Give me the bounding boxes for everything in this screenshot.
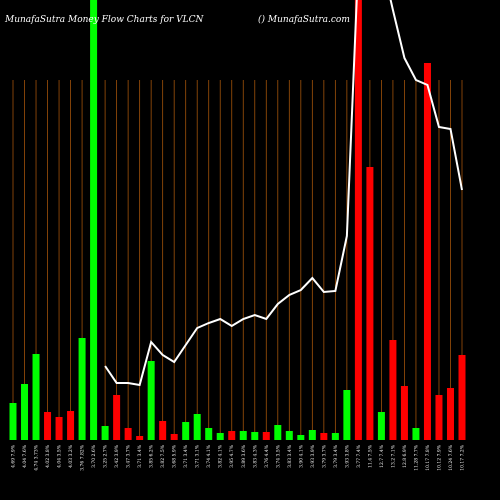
- x-tick-label: 3.83 4.3%: [252, 444, 258, 468]
- bar: [331, 433, 339, 440]
- bar: [423, 63, 431, 440]
- x-tick-label: 4.74 3.73%: [34, 444, 40, 470]
- x-tick-label: 3.76 7.82%: [80, 444, 86, 470]
- x-tick-label: 3.89 3.6%: [241, 444, 247, 468]
- x-tick-label: 3.76 4.4%: [264, 444, 270, 468]
- bar: [297, 435, 305, 440]
- x-tick-label: 3.70 2.6%: [91, 444, 97, 468]
- x-tick-label: 3.74 3.5%: [275, 444, 281, 468]
- bar: [354, 0, 362, 440]
- bar: [239, 431, 247, 440]
- x-tick-label: 3.68 5.9%: [172, 444, 178, 468]
- bar: [101, 426, 109, 440]
- bar: [435, 395, 443, 440]
- x-tick-label: 3.42 3.9%: [114, 444, 120, 468]
- bar: [193, 414, 201, 440]
- bar: [147, 361, 155, 440]
- bar: [400, 386, 408, 440]
- bar: [170, 434, 178, 440]
- x-tick-label: 3.93 3.9%: [310, 444, 316, 468]
- x-tick-label: 3.85 6.2%: [149, 444, 155, 468]
- bar: [377, 412, 385, 440]
- x-tick-label: 3.71 3.4%: [137, 444, 143, 468]
- x-tick-label: 3.47 3.7%: [126, 444, 132, 468]
- bar: [78, 338, 86, 440]
- x-tick-label: 3.77 7.4%: [356, 444, 362, 468]
- bar: [32, 354, 40, 440]
- x-tick-label: 11.28 7.7%: [413, 444, 419, 470]
- bar: [205, 428, 213, 440]
- x-tick-label: 3.71 3.4%: [183, 444, 189, 468]
- bar: [159, 421, 167, 440]
- x-tick-label: 4.03 3.2%: [68, 444, 74, 468]
- x-tick-label: 3.90 4.1%: [298, 444, 304, 468]
- bar: [389, 340, 397, 440]
- x-tick-label: 4.04 7.6%: [22, 444, 28, 468]
- x-tick-label: 3.82 4.1%: [218, 444, 224, 468]
- bar: [251, 432, 259, 440]
- plot-area: [9, 0, 466, 440]
- bar: [412, 428, 420, 440]
- bar: [366, 167, 374, 440]
- bar: [343, 390, 351, 440]
- bar: [458, 355, 466, 440]
- x-tick-label: 10.17 7.8%: [425, 444, 431, 470]
- category-labels: 4.69 7.9% 4.04 7.6% 4.74 3.73% 4.02 3.8% 4.0…: [11, 444, 466, 470]
- bar: [216, 433, 224, 440]
- x-tick-label: 3.25 2.7%: [103, 444, 109, 468]
- x-tick-label: 4.02 3.8%: [45, 444, 51, 468]
- bar: [228, 431, 236, 440]
- bar: [21, 384, 29, 440]
- bar: [55, 417, 63, 440]
- x-tick-label: 3.83 3.4%: [287, 444, 293, 468]
- x-tick-label: 10.17 7.2%: [460, 444, 466, 470]
- x-tick-label: 10.12 7.9%: [436, 444, 442, 470]
- bar: [113, 395, 121, 440]
- x-tick-label: 4.69 7.9%: [11, 444, 17, 468]
- bar: [9, 403, 17, 440]
- x-tick-label: 3.79 3.7%: [321, 444, 327, 468]
- bar: [446, 388, 454, 440]
- flow-line: [104, 0, 463, 387]
- x-tick-label: 4.04 3.5%: [57, 444, 63, 468]
- bar: [285, 431, 293, 440]
- bar: [320, 433, 328, 440]
- bar: [308, 430, 316, 440]
- bar: [274, 425, 282, 440]
- bar: [67, 411, 75, 440]
- x-tick-label: 3.93 3.8%: [344, 444, 350, 468]
- bar: [136, 436, 144, 440]
- x-tick-label: 3.82 7.5%: [160, 444, 166, 468]
- bar: [44, 412, 52, 440]
- bar: [124, 428, 132, 440]
- bar: [182, 422, 190, 440]
- x-tick-label: 12.7 7.4%: [379, 444, 385, 468]
- x-tick-label: 3.74 4.1%: [206, 444, 212, 468]
- bar: [262, 432, 270, 440]
- x-tick-label: 3.71 3.1%: [195, 444, 201, 468]
- x-tick-label: 3.79 3.4%: [333, 444, 339, 468]
- bar: [90, 0, 98, 440]
- x-tick-label: 3.95 4.7%: [229, 444, 235, 468]
- x-tick-label: 12.8 6.9%: [402, 444, 408, 468]
- x-tick-label: 11.4 7.5%: [367, 444, 373, 468]
- chart-title: MunafaSutra Money Flow Charts for VLCN: [4, 15, 205, 25]
- x-tick-label: 10.24 7.6%: [448, 444, 454, 470]
- x-tick-label: 13.2 7.1%: [390, 444, 396, 468]
- guides: [12, 80, 463, 440]
- chart-subtitle: () MunafaSutra.com: [258, 14, 350, 25]
